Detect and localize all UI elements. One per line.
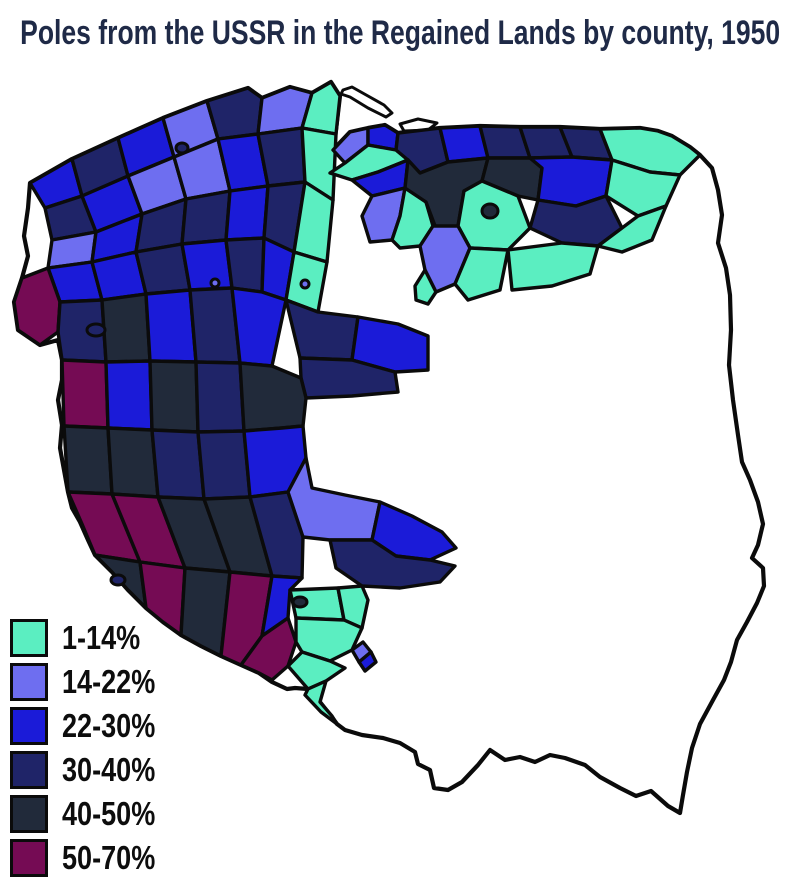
- legend-label-3: 30-40%: [62, 751, 156, 788]
- legend-swatch-3: [10, 751, 48, 789]
- county-89: [506, 241, 600, 292]
- county-12: [256, 126, 307, 188]
- county-54: [328, 538, 457, 590]
- city-enclave-0: [174, 141, 190, 155]
- legend-label-0: 1-14%: [62, 619, 141, 656]
- legend-label-2: 22-30%: [62, 707, 156, 744]
- county-56: [138, 560, 187, 637]
- county-40: [194, 360, 246, 434]
- legend-label-5: 50-70%: [62, 839, 156, 876]
- city-enclave-4: [109, 573, 127, 587]
- county-4: [205, 86, 264, 141]
- city-enclave-6: [480, 202, 500, 220]
- county-51: [248, 490, 305, 580]
- county-6: [300, 80, 342, 136]
- county-30: [100, 292, 152, 364]
- county-43: [106, 426, 160, 499]
- page-title: Poles from the USSR in the Regained Land…: [20, 14, 780, 52]
- legend: 1-14% 14-22% 22-30% 30-40% 40-50% 50-70%: [10, 616, 176, 880]
- county-45: [196, 429, 252, 501]
- county-42: [62, 424, 114, 496]
- legend-label-4: 40-50%: [62, 795, 156, 832]
- county-65: [303, 679, 339, 726]
- county-25: [224, 236, 266, 294]
- county-62: [336, 584, 370, 630]
- county-24: [180, 238, 234, 292]
- county-38: [104, 359, 154, 432]
- legend-swatch-0: [10, 619, 48, 657]
- county-39: [148, 359, 200, 434]
- county-59: [260, 574, 304, 638]
- hel-peninsula: [339, 85, 394, 119]
- city-enclave-1: [85, 322, 107, 338]
- county-57: [179, 566, 232, 658]
- county-28: [12, 266, 62, 347]
- county-33: [230, 286, 288, 368]
- county-44: [150, 428, 206, 501]
- legend-item-22-30%: 22-30%: [10, 704, 176, 748]
- city-enclave-2: [209, 277, 221, 289]
- title-bar: Poles from the USSR in the Regained Land…: [0, 14, 800, 53]
- legend-item-40-50%: 40-50%: [10, 792, 176, 836]
- county-31: [144, 288, 198, 364]
- legend-item-30-40%: 30-40%: [10, 748, 176, 792]
- county-17: [180, 189, 232, 246]
- legend-swatch-2: [10, 707, 48, 745]
- county-88: [453, 246, 510, 302]
- county-63: [294, 616, 364, 663]
- legend-swatch-4: [10, 795, 48, 833]
- legend-item-50-70%: 50-70%: [10, 836, 176, 880]
- city-enclave-3: [299, 278, 311, 290]
- legend-item-1-14%: 1-14%: [10, 616, 176, 660]
- legend-label-1: 14-22%: [62, 663, 156, 700]
- city-enclave-5: [291, 595, 309, 609]
- legend-swatch-5: [10, 839, 48, 877]
- county-60: [239, 616, 298, 682]
- legend-swatch-1: [10, 663, 48, 701]
- county-37: [60, 358, 110, 430]
- legend-item-14-22%: 14-22%: [10, 660, 176, 704]
- county-67: [357, 650, 378, 673]
- county-18: [224, 184, 270, 242]
- county-90: [413, 268, 438, 306]
